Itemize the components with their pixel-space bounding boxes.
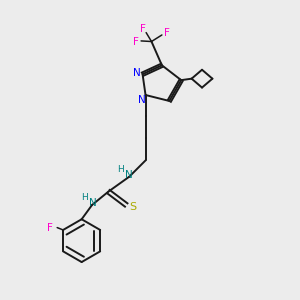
Text: N: N	[133, 68, 141, 78]
Text: H: H	[117, 165, 124, 174]
Text: F: F	[164, 28, 170, 38]
Text: S: S	[129, 202, 136, 212]
Text: H: H	[81, 193, 88, 202]
Text: F: F	[140, 24, 146, 34]
Text: N: N	[125, 170, 133, 180]
Text: N: N	[138, 95, 146, 105]
Text: N: N	[89, 198, 97, 208]
Text: F: F	[47, 223, 53, 232]
Text: F: F	[133, 37, 139, 46]
